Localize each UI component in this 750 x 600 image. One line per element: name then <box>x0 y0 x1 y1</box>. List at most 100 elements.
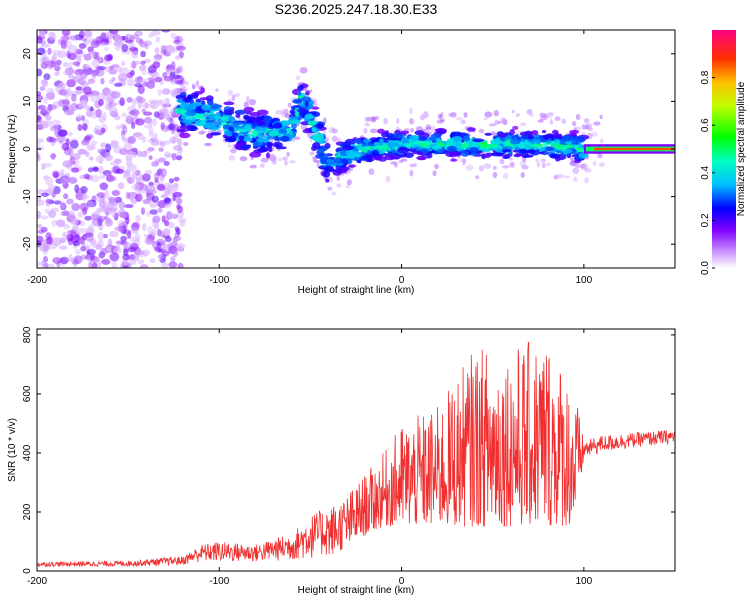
heatmap-cell <box>180 125 190 129</box>
heatmap-cell <box>83 173 90 180</box>
heatmap-cell <box>62 160 73 168</box>
heatmap-cell <box>191 83 196 90</box>
heatmap-cell <box>215 88 219 92</box>
heatmap-cell <box>252 141 264 147</box>
heatmap-cell <box>112 140 120 147</box>
heatmap-cell <box>545 162 551 167</box>
heatmap-cell <box>90 140 98 146</box>
heatmap-cell <box>53 124 59 132</box>
heatmap-cell <box>267 146 273 153</box>
heatmap-cell <box>327 159 334 166</box>
heatmap-cell <box>528 134 535 140</box>
heatmap-cell <box>278 129 288 134</box>
y-tick-label: 0 <box>22 146 33 152</box>
heatmap-cell <box>148 131 155 138</box>
heatmap-cell <box>140 60 146 65</box>
heatmap-cell <box>52 237 62 247</box>
snr-xlabel: Height of straight line (km) <box>298 585 415 596</box>
heatmap-cell <box>161 170 167 176</box>
heatmap-cell <box>82 86 92 95</box>
heatmap-cell <box>102 36 110 43</box>
heatmap-cell <box>47 47 52 55</box>
heatmap-cell <box>271 160 277 165</box>
heatmap-cell <box>63 223 70 230</box>
heatmap-cell <box>305 91 310 96</box>
heatmap-cell <box>131 199 137 205</box>
heatmap-cell <box>104 66 110 72</box>
heatmap-cell <box>142 111 153 116</box>
heatmap-cell <box>71 93 77 102</box>
heatmap-cell <box>63 98 70 107</box>
heatmap-cell <box>102 95 109 101</box>
heatmap-cell <box>324 142 331 149</box>
heatmap-cell <box>297 91 302 96</box>
heatmap-cell <box>39 86 46 91</box>
heatmap-cell <box>315 139 322 143</box>
heatmap-cell <box>288 160 297 164</box>
heatmap-cell <box>492 171 498 178</box>
heatmap-cell <box>71 153 82 158</box>
heatmap-cell <box>74 249 82 255</box>
heatmap-cell <box>288 129 293 136</box>
heatmap-cell <box>43 107 51 115</box>
heatmap-cell <box>164 197 171 205</box>
heatmap-cell <box>78 43 87 49</box>
heatmap-cell <box>520 122 527 127</box>
heatmap-cell <box>336 174 340 182</box>
heatmap-cell <box>183 104 194 111</box>
heatmap-cell <box>53 65 61 72</box>
heatmap-cell <box>72 240 81 247</box>
colorbar-ticks: 0.0 0.2 0.4 0.6 0.8 <box>700 70 715 275</box>
heatmap-cell <box>552 129 559 135</box>
heatmap-cell <box>463 112 468 118</box>
heatmap-cell <box>72 75 82 83</box>
heatmap-cell <box>75 86 83 91</box>
heatmap-cell <box>114 45 121 51</box>
y-tick-label: 600 <box>22 385 33 402</box>
heatmap-cell <box>37 261 41 267</box>
heatmap-cell <box>584 177 589 184</box>
heatmap-cell <box>266 136 277 140</box>
heatmap-cell <box>469 147 479 154</box>
heatmap-cell <box>593 121 601 126</box>
heatmap-cell <box>104 152 111 161</box>
heatmap-cell <box>84 215 92 221</box>
heatmap-cell <box>66 234 74 242</box>
heatmap-cell <box>43 96 48 105</box>
heatmap-cell <box>539 112 546 118</box>
heatmap-cell <box>316 161 320 168</box>
heatmap-cell <box>175 55 181 60</box>
heatmap-cell <box>357 160 362 164</box>
heatmap-cell <box>428 136 438 140</box>
heatmap-cell <box>371 149 380 157</box>
heatmap-cell <box>207 114 218 120</box>
heatmap-cell <box>526 109 533 115</box>
colorbar-tick-label: 0.0 <box>700 261 711 275</box>
heatmap-cell <box>119 148 128 156</box>
heatmap-cell <box>275 109 282 115</box>
heatmap-cell <box>524 144 531 150</box>
heatmap-cell <box>358 156 368 161</box>
heatmap-cell <box>318 148 325 154</box>
heatmap-cell <box>204 142 212 147</box>
heatmap-cell <box>60 201 66 209</box>
heatmap-cell <box>446 145 457 152</box>
heatmap-cell <box>95 129 103 136</box>
heatmap-cell <box>113 82 123 87</box>
heatmap-cell <box>92 51 98 60</box>
heatmap-cell <box>394 161 398 168</box>
y-tick-label: 800 <box>22 326 33 343</box>
heatmap-cell <box>478 165 484 172</box>
heatmap-cell <box>131 34 139 40</box>
heatmap-cell <box>192 93 199 99</box>
heatmap-cell <box>131 171 138 179</box>
heatmap-cell <box>124 39 134 44</box>
heatmap-cell <box>311 126 317 133</box>
heatmap-cell <box>130 151 137 159</box>
heatmap-cell <box>157 207 163 213</box>
heatmap-cell <box>90 175 100 183</box>
heatmap-cell <box>37 235 44 244</box>
heatmap-cell <box>148 103 156 109</box>
x-tick-label: 100 <box>576 275 593 286</box>
heatmap-cell <box>125 97 134 103</box>
